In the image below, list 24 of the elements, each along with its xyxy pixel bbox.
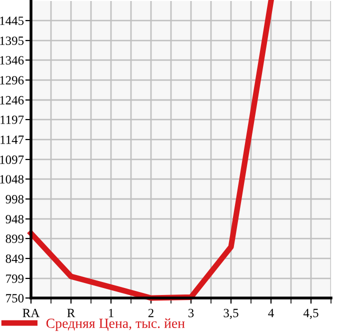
y-tick-label: 1097 — [0, 156, 24, 164]
y-tick-label: 799 — [6, 274, 24, 283]
x-tick-label: 4,5 — [303, 308, 318, 320]
x-tick-label: 3 — [188, 308, 194, 318]
y-tick-label: 998 — [6, 195, 24, 204]
y-tick-label: 1395 — [0, 36, 24, 45]
y-tick-label: 899 — [6, 234, 24, 243]
legend-label: Средняя Цена, тыс. йен — [46, 318, 185, 331]
y-tick-label: 1147 — [0, 136, 24, 144]
y-tick-label: 1296 — [0, 76, 24, 84]
x-tick-label: 1 — [108, 308, 114, 318]
y-tick-label: 1246 — [0, 96, 24, 104]
y-tick-label: 750 — [6, 294, 24, 302]
x-tick-label: 4 — [268, 308, 274, 318]
y-tick-label: 1197 — [0, 116, 24, 124]
y-tick-label: 849 — [6, 254, 24, 263]
y-tick-label: 1048 — [0, 175, 24, 184]
x-tick-label: 2 — [148, 308, 154, 318]
x-tick-label: RA — [22, 308, 40, 318]
x-tick-label: 3,5 — [224, 308, 238, 320]
y-tick-label: 1445 — [0, 16, 24, 26]
y-tick-label: 1346 — [0, 56, 24, 65]
x-tick-label: R — [67, 308, 76, 318]
y-tick-label: 948 — [6, 214, 24, 224]
